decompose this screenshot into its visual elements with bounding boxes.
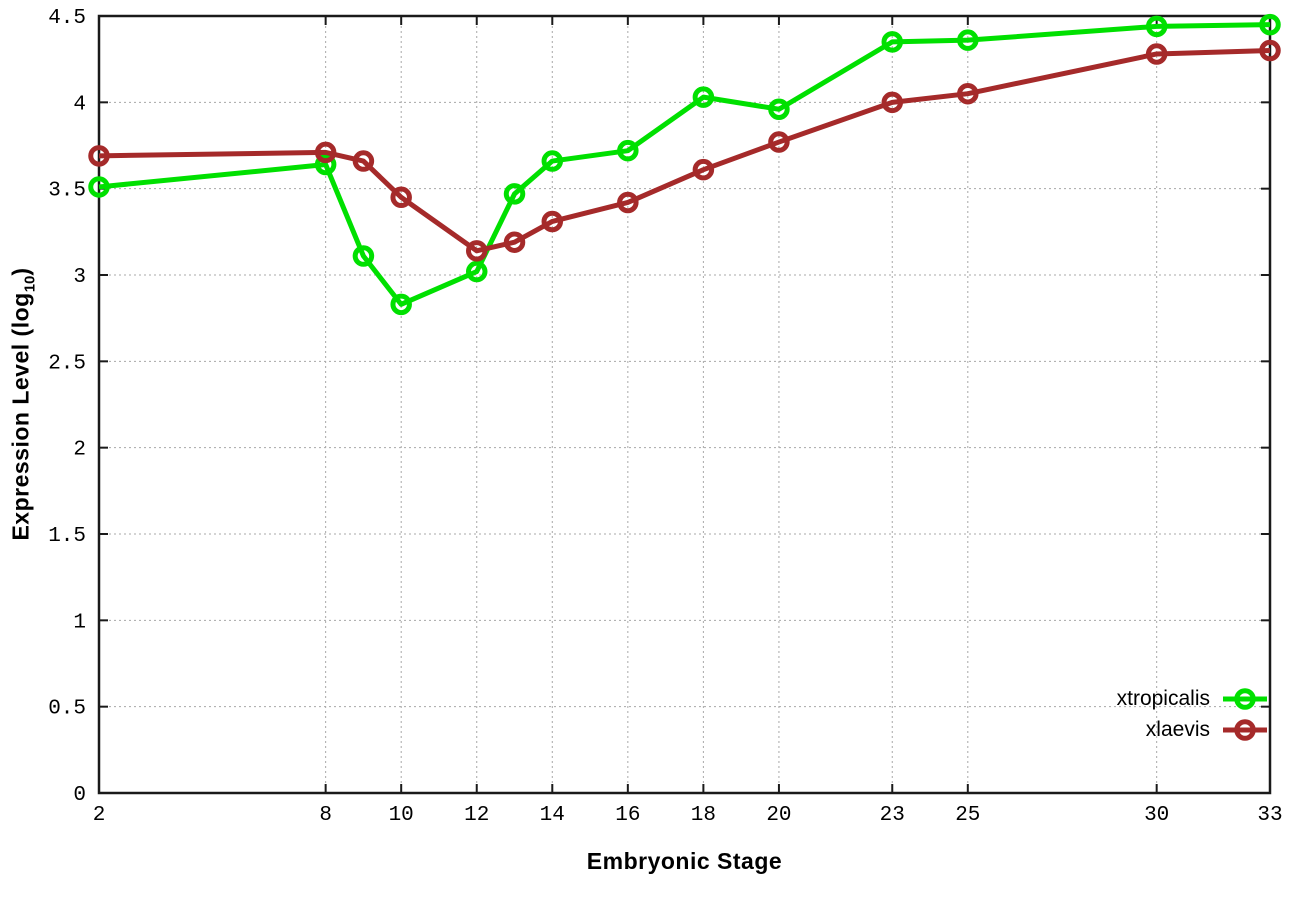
x-tick-label: 30 <box>1144 804 1169 827</box>
data-point-xlaevis <box>617 191 639 214</box>
legend-label-xlaevis: xlaevis <box>1145 718 1210 741</box>
y-axis-title-close: ) <box>7 267 34 276</box>
data-point-xlaevis <box>881 91 904 114</box>
x-tick-label: 25 <box>955 804 980 827</box>
data-point-xtropicalis <box>692 86 715 108</box>
legend-marker-xlaevis-icon <box>1223 719 1267 741</box>
x-tick-labels: 2 8 10 12 14 16 18 20 23 25 30 33 <box>93 804 1283 827</box>
data-point-xtropicalis <box>881 31 904 53</box>
y-tick-label: 2.5 <box>48 352 86 375</box>
legend: xtropicalis xlaevis <box>1117 686 1270 743</box>
data-point-xtropicalis <box>88 176 110 198</box>
data-point-xlaevis <box>541 210 564 233</box>
legend-marker-xtropicalis-icon <box>1223 688 1267 710</box>
data-point-xtropicalis <box>768 98 790 120</box>
y-tick-label: 1 <box>73 611 86 634</box>
data-point-xtropicalis <box>503 183 526 205</box>
x-tick-label: 33 <box>1257 804 1282 827</box>
data-point-xlaevis <box>768 131 790 153</box>
x-tick-label: 23 <box>880 804 905 827</box>
x-tick-label: 8 <box>319 804 332 827</box>
data-point-xtropicalis <box>617 139 639 162</box>
data-point-xlaevis <box>314 141 337 164</box>
x-tick-label: 14 <box>540 804 565 827</box>
x-tick-label: 2 <box>93 804 106 827</box>
data-point-xtropicalis <box>314 153 337 176</box>
data-point-xtropicalis <box>390 293 412 316</box>
data-point-xlaevis <box>465 240 488 262</box>
y-tick-label: 4 <box>73 93 86 116</box>
y-tick-label: 1.5 <box>48 525 86 548</box>
data-point-xlaevis <box>88 145 110 167</box>
data-point-xlaevis <box>503 231 526 253</box>
plot-border <box>97 14 1272 795</box>
data-point-xlaevis <box>1145 43 1168 65</box>
gridlines <box>98 15 1271 794</box>
data-point-xlaevis <box>1259 39 1281 62</box>
legend-label-xtropicalis: xtropicalis <box>1116 687 1210 710</box>
y-axis-title-text: Expression Level (log <box>7 292 34 541</box>
y-axis-title: Expression Level (log10) <box>8 267 39 540</box>
data-point-xtropicalis <box>1145 15 1168 38</box>
y-tick-label: 2 <box>73 439 86 462</box>
x-tick-label: 20 <box>766 804 791 827</box>
data-point-xtropicalis <box>465 260 488 283</box>
data-point-xlaevis <box>692 158 715 181</box>
x-tick-label: 16 <box>615 804 640 827</box>
y-axis-title-subscript: 10 <box>21 275 39 293</box>
data-point-xtropicalis <box>1259 13 1281 36</box>
x-tick-label: 12 <box>464 804 489 827</box>
data-point-xlaevis <box>352 150 375 172</box>
series-xtropicalis <box>88 13 1281 316</box>
legend-item-xlaevis: xlaevis <box>1146 717 1270 743</box>
y-tick-label: 0 <box>73 784 86 807</box>
data-point-xtropicalis <box>541 150 564 172</box>
data-point-xtropicalis <box>957 29 979 51</box>
y-tick-labels: 0 0.5 1 1.5 2 2.5 3 3.5 4 4.5 <box>48 7 86 807</box>
x-axis-title: Embryonic Stage <box>586 848 783 874</box>
y-tick-label: 0.5 <box>48 698 86 721</box>
data-point-xlaevis <box>957 82 979 105</box>
series-xlaevis <box>88 39 1281 262</box>
data-point-xlaevis <box>390 186 412 209</box>
y-tick-label: 3.5 <box>48 180 86 203</box>
data-point-xtropicalis <box>352 245 375 267</box>
legend-item-xtropicalis: xtropicalis <box>1117 686 1270 712</box>
y-tick-label: 3 <box>73 266 86 289</box>
y-tick-label: 4.5 <box>48 7 86 30</box>
x-tick-label: 18 <box>691 804 716 827</box>
x-tick-label: 10 <box>389 804 414 827</box>
tick-marks <box>98 15 1271 794</box>
series-xlaevis-line <box>98 48 1271 254</box>
